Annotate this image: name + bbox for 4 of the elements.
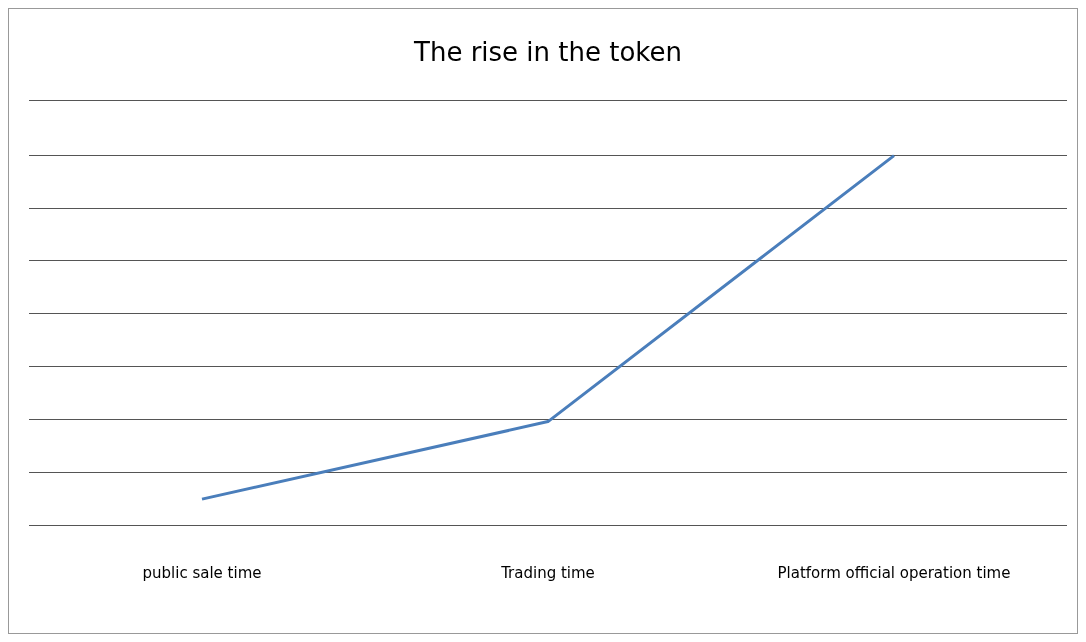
- x-tick-label: public sale time: [142, 563, 262, 582]
- chart-title: The rise in the token: [413, 37, 682, 68]
- x-tick-label: Trading time: [500, 563, 595, 582]
- x-tick-label: Platform official operation time: [777, 563, 1011, 582]
